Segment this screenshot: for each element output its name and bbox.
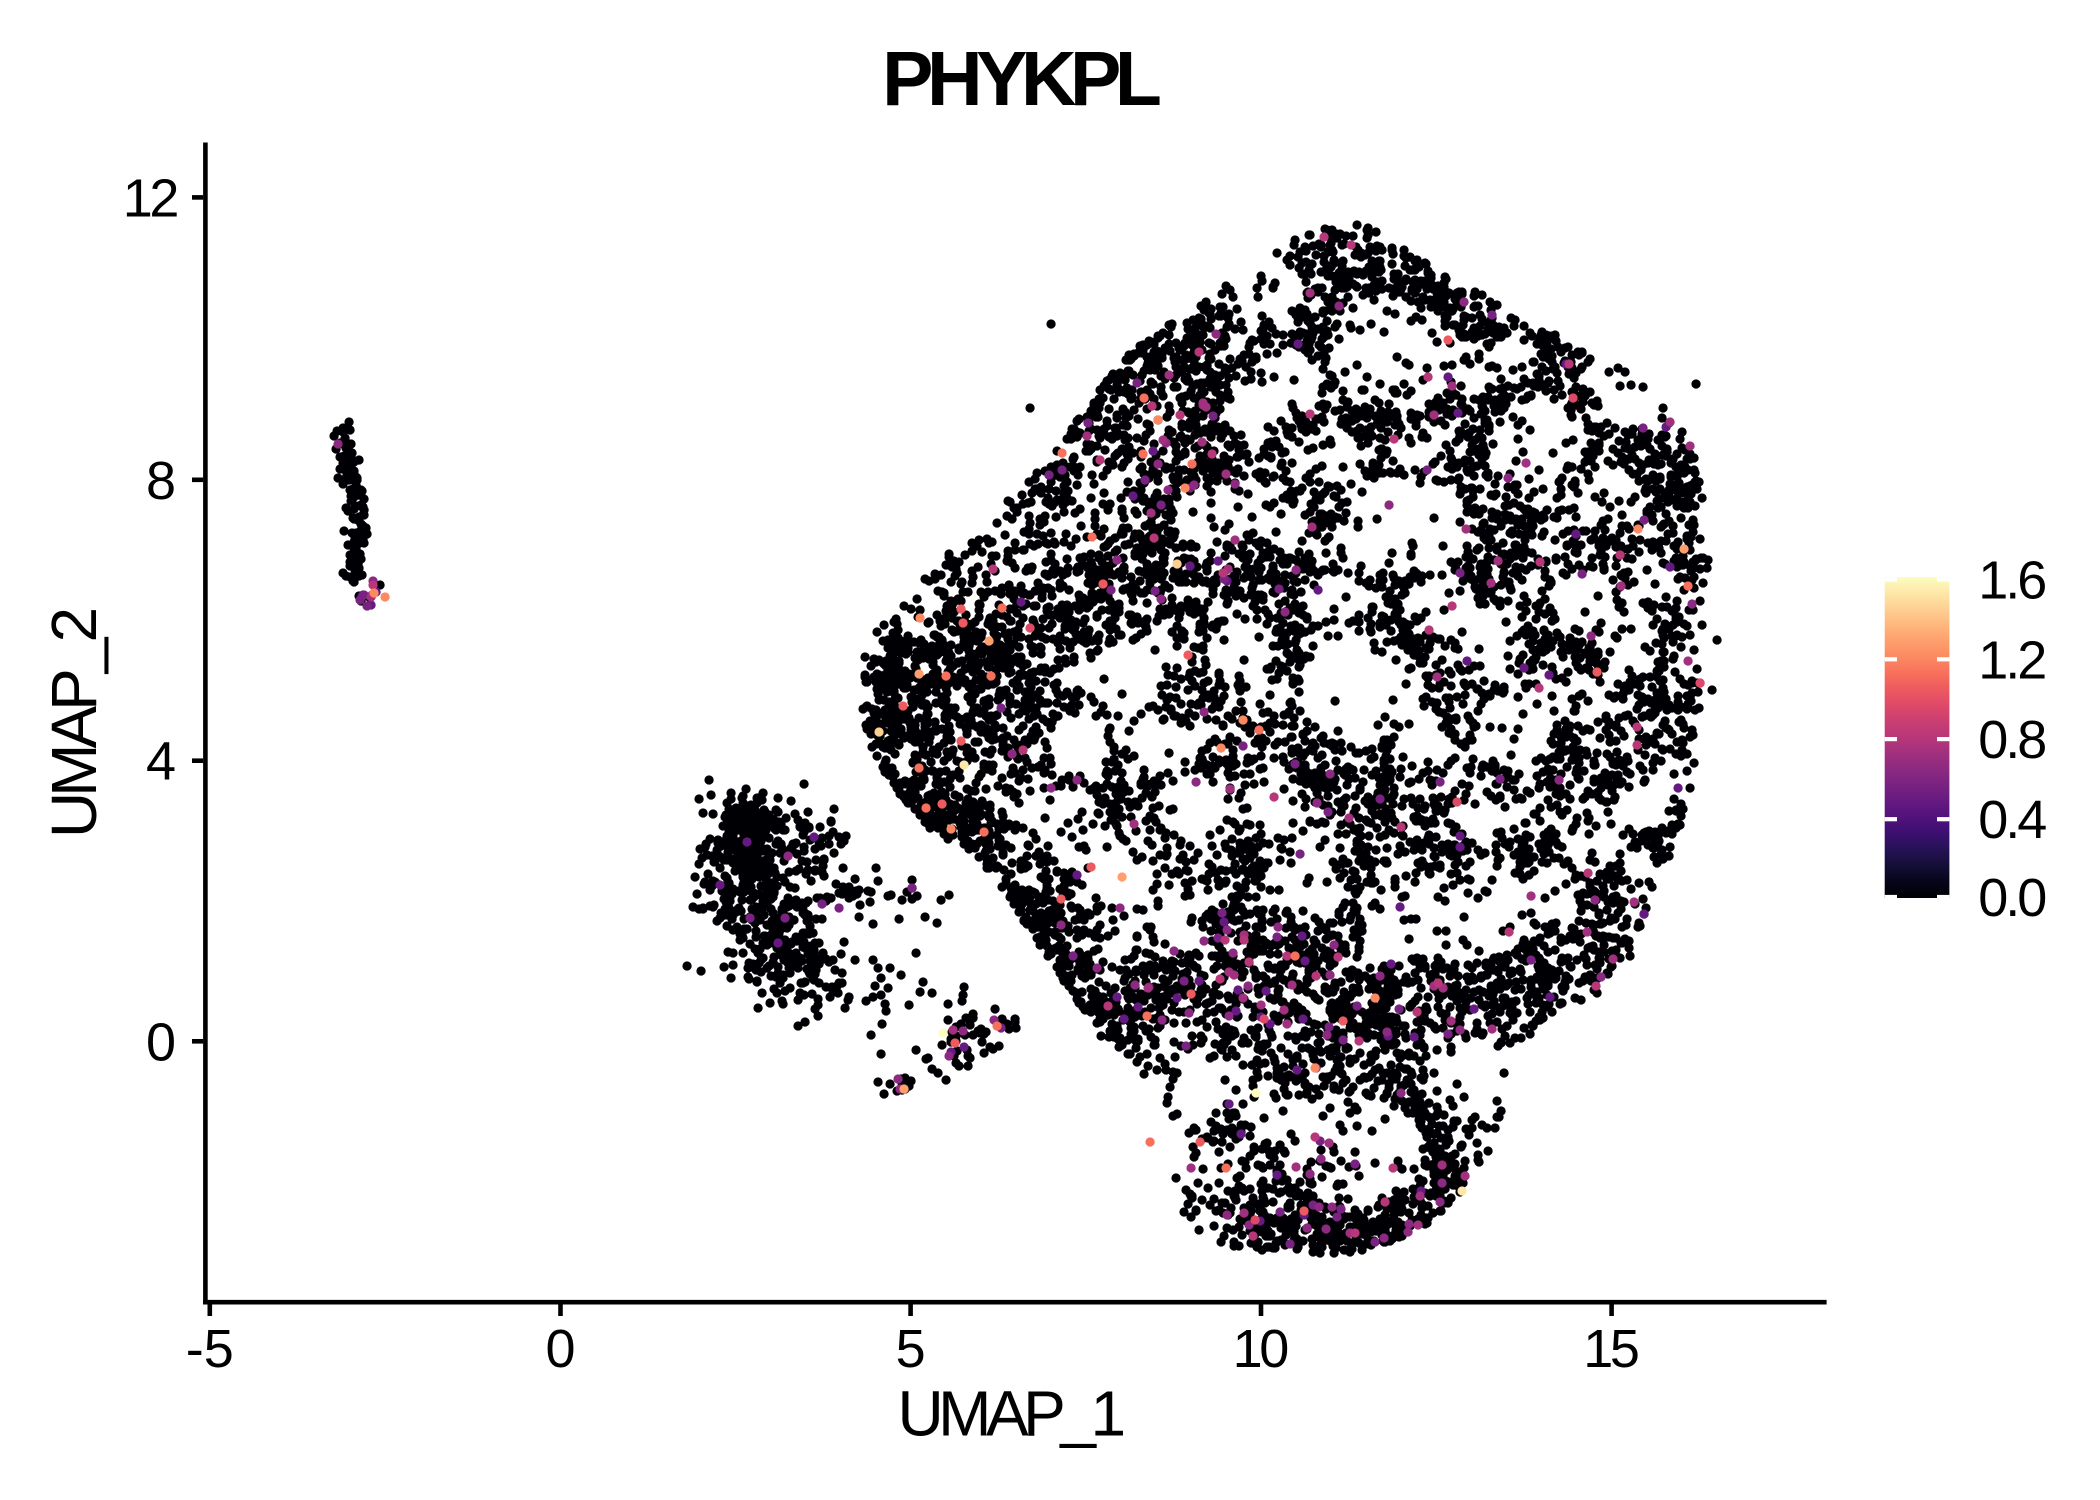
svg-text:10: 10 <box>1233 1319 1288 1379</box>
svg-text:5: 5 <box>896 1319 926 1379</box>
svg-text:8: 8 <box>146 451 176 511</box>
svg-text:-5: -5 <box>186 1319 234 1379</box>
svg-text:0: 0 <box>545 1319 575 1379</box>
svg-text:0: 0 <box>146 1012 176 1072</box>
svg-text:12: 12 <box>123 168 178 228</box>
svg-text:0.8: 0.8 <box>1978 710 2045 770</box>
svg-text:4: 4 <box>146 732 176 792</box>
svg-text:PHYKPL: PHYKPL <box>882 36 1160 122</box>
svg-text:1.2: 1.2 <box>1978 630 2045 690</box>
svg-text:1.6: 1.6 <box>1978 551 2045 611</box>
svg-text:UMAP_1: UMAP_1 <box>897 1378 1123 1450</box>
svg-text:15: 15 <box>1583 1319 1638 1379</box>
svg-text:UMAP_2: UMAP_2 <box>38 610 110 839</box>
svg-text:0.0: 0.0 <box>1978 868 2045 928</box>
svg-text:0.4: 0.4 <box>1978 790 2046 850</box>
